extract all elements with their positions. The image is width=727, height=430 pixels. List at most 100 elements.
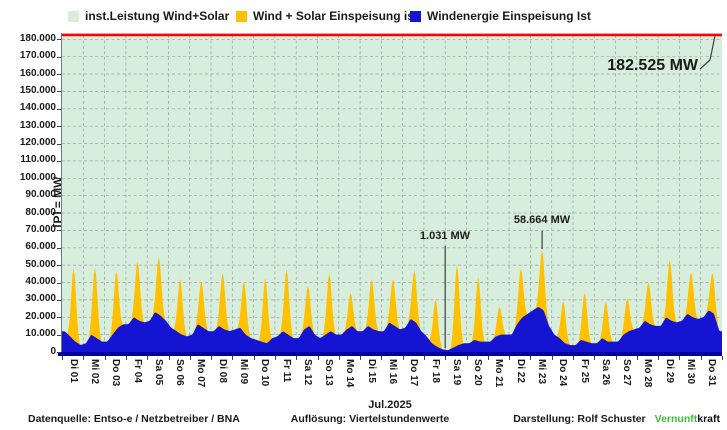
x-axis-tick: [466, 356, 468, 360]
x-tick-label: Sa 12: [301, 359, 313, 386]
x-axis-tick: [423, 356, 425, 360]
y-tick-label: 90.000: [25, 189, 56, 201]
x-tick-label: Do 24: [557, 359, 569, 387]
x-tick-label: Mo 21: [493, 359, 505, 388]
y-tick-label: 110.000: [20, 154, 56, 166]
wind-area: [62, 307, 722, 352]
y-axis-line: [61, 33, 62, 352]
footer-resolution: Auflösung: Viertelstundenwerte: [290, 413, 450, 425]
x-tick-label: So 27: [621, 359, 633, 386]
x-axis-tick: [296, 356, 298, 360]
brand-kraft: kraft: [697, 413, 720, 425]
y-tick-label: 30.000: [25, 293, 56, 305]
y-axis-tick: [57, 178, 61, 180]
y-axis-tick: [57, 230, 61, 232]
y-axis-tick: [57, 352, 61, 353]
x-axis-tick: [211, 356, 212, 360]
x-axis-tick: [658, 356, 660, 360]
wind-solar-area: [62, 250, 722, 352]
legend-item-wind: Windenergie Einspeisung Ist: [410, 6, 591, 26]
x-axis-tick: [551, 356, 553, 360]
y-axis-tick: [57, 126, 61, 128]
y-tick-label: 70.000: [25, 223, 56, 235]
x-axis-tick: [104, 356, 106, 360]
x-axis-tick: [147, 356, 149, 360]
y-tick-label: 130.000: [19, 119, 56, 131]
x-axis-tick: [700, 356, 702, 360]
x-tick-label: Di 15: [365, 359, 377, 383]
annotation-peak: 58.664 MW: [513, 214, 571, 226]
y-axis-tick: [57, 56, 61, 58]
y-axis-tick: [57, 265, 61, 267]
x-axis-tick: [274, 356, 276, 360]
x-tick-label: Di 01: [67, 359, 79, 383]
y-tick-label: 40.000: [25, 276, 56, 287]
legend-item-wind-solar: Wind + Solar Einspeisung ist: [236, 6, 418, 26]
x-axis-tick: [402, 356, 404, 360]
y-axis-tick: [57, 91, 61, 93]
x-tick-label: Fr 18: [429, 359, 441, 383]
x-tick-label: Mi 09: [237, 359, 249, 385]
y-tick-label: 20.000: [25, 310, 56, 322]
brand-vernunft: Vernunft: [654, 413, 698, 425]
x-axis-tick: [62, 356, 63, 360]
square-icon: [68, 10, 79, 22]
y-axis-tick: [57, 317, 61, 319]
y-axis-tick: [57, 108, 61, 110]
y-axis-tick: [57, 39, 61, 41]
x-tick-label: So 06: [174, 359, 186, 386]
y-axis-tick: [57, 282, 61, 284]
x-tick-label: Di 08: [216, 359, 228, 383]
x-axis-tick: [381, 356, 383, 360]
y-tick-label: 0: [50, 345, 56, 357]
x-axis-tick: [189, 356, 191, 360]
x-tick-label: Sa 05: [152, 359, 164, 386]
x-axis-tick: [360, 356, 362, 360]
y-tick-label: 80.000: [25, 206, 56, 218]
x-tick-label: Mi 16: [387, 359, 398, 385]
x-axis-title: Jul.2025: [368, 399, 412, 411]
y-axis-tick: [57, 334, 61, 336]
x-tick-label: Mi 30: [685, 359, 697, 385]
credit-text: Darstellung: Rolf Schuster: [513, 413, 646, 425]
y-axis-tick: [57, 299, 61, 301]
y-tick-label: 170.000: [19, 50, 56, 62]
y-tick-label: 150.000: [19, 84, 56, 96]
x-axis-tick: [679, 356, 681, 360]
x-tick-label: Do 17: [408, 359, 420, 387]
x-tick-label: Do 10: [259, 359, 271, 387]
y-axis-tick: [57, 247, 61, 249]
x-axis-tick: [509, 356, 511, 360]
capacity-callout-line: [699, 35, 716, 70]
chart-legend: inst.Leistung Wind+Solar Wind + Solar Ei…: [0, 6, 727, 26]
y-axis-tick: [57, 160, 61, 162]
x-tick-label: Mi 02: [88, 359, 100, 385]
y-tick-label: 160.000: [19, 67, 56, 79]
y-tick-label: 10.000: [25, 328, 56, 340]
x-axis-tick: [594, 356, 596, 360]
x-axis-line: [58, 352, 722, 356]
legend-label: Windenergie Einspeisung Ist: [427, 9, 591, 23]
y-axis-tick: [57, 213, 61, 214]
y-tick-label: 140.000: [19, 102, 56, 114]
x-axis-tick: [317, 356, 319, 360]
x-tick-label: Di 29: [663, 359, 675, 383]
x-tick-label: Mo 28: [642, 359, 654, 388]
annotation-minimum: 1.031 MW: [419, 230, 471, 242]
x-axis-tick: [83, 356, 85, 360]
legend-item-installed-capacity: inst.Leistung Wind+Solar: [68, 6, 229, 26]
x-tick-label: Do 03: [110, 359, 122, 387]
legend-label: inst.Leistung Wind+Solar: [85, 9, 230, 23]
x-tick-label: Sa 26: [599, 359, 611, 386]
x-axis-tick: [487, 356, 489, 360]
plot-area: [62, 33, 722, 352]
x-axis-tick: [253, 356, 255, 360]
x-tick-label: Fr 25: [578, 359, 590, 383]
x-tick-label: Do 31: [706, 359, 718, 387]
x-tick-label: So 13: [323, 359, 335, 386]
square-icon: [410, 10, 421, 22]
x-axis-tick: [338, 356, 340, 360]
y-axis-tick: [57, 143, 61, 145]
y-tick-label: 60.000: [25, 241, 56, 253]
x-axis-tick: [445, 356, 447, 360]
